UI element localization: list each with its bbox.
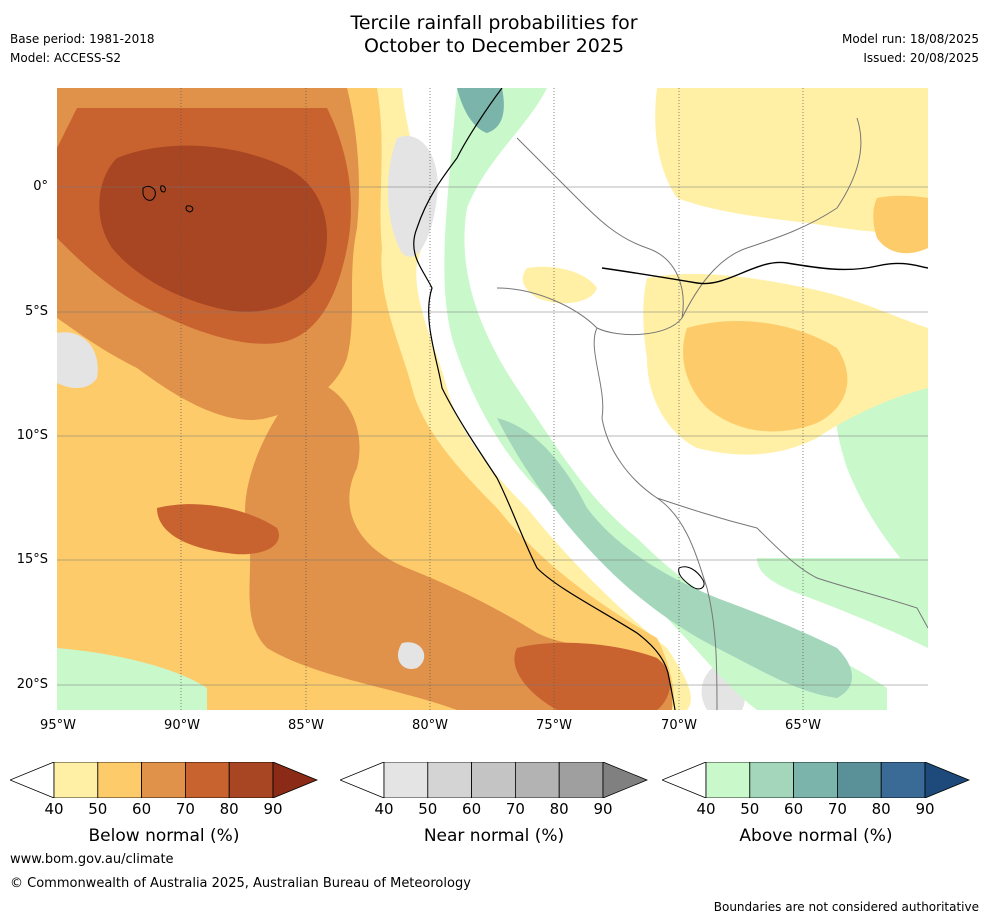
colorbar-above-swatch-1 — [749, 762, 795, 798]
colorbar-near-swatch-4 — [558, 762, 604, 798]
lat-label-0: 0° — [33, 179, 48, 194]
colorbar-above-white-end — [662, 762, 707, 798]
colorbar-above-tick-4: 80 — [871, 800, 891, 818]
colorbar-above-tick-3: 70 — [827, 800, 847, 818]
colorbar-above-swatch-4 — [880, 762, 926, 798]
colorbar-near-swatch-0 — [383, 762, 429, 798]
title-line-2: October to December 2025 — [363, 35, 625, 57]
colorbar-near-tick-1: 50 — [418, 800, 438, 818]
colorbar-above-tick-2: 60 — [784, 800, 804, 818]
colorbar-near-swatch-3 — [514, 762, 560, 798]
colorbar-below-white-end — [10, 762, 55, 798]
below-normal-east — [522, 88, 928, 455]
colorbar-near-swatch-1 — [427, 762, 473, 798]
colorbar-near-tick-3: 70 — [505, 800, 525, 818]
colorbar-above-tick-5: 90 — [915, 800, 935, 818]
lon-label-80w: 80°W — [412, 718, 448, 733]
colorbar-near-normal — [340, 762, 648, 798]
lon-label-85w: 85°W — [288, 718, 324, 733]
colorbar-near-tick-4: 80 — [549, 800, 569, 818]
colorbar-above-swatch-3 — [836, 762, 882, 798]
lat-label-10s: 10°S — [16, 428, 48, 443]
model-name: Model: ACCESS-S2 — [10, 51, 122, 65]
colorbar-below-swatch-4 — [228, 762, 274, 798]
title-line-1: Tercile rainfall probabilities for — [350, 12, 638, 34]
colorbar-near-tick-0: 40 — [374, 800, 394, 818]
colorbar-above-normal — [662, 762, 970, 798]
legend-title-above: Above normal (%) — [739, 826, 893, 846]
colorbar-below-normal — [10, 762, 318, 798]
footer-note: Boundaries are not considered authoritat… — [713, 900, 979, 914]
footer-copyright: © Commonwealth of Australia 2025, Austra… — [10, 876, 471, 891]
colorbar-below-swatch-1 — [97, 762, 143, 798]
colorbar-below-tick-3: 70 — [175, 800, 195, 818]
lat-label-20s: 20°S — [16, 677, 48, 692]
colorbar-below-tick-1: 50 — [88, 800, 108, 818]
above-normal-region — [57, 88, 928, 710]
lon-label-70w: 70°W — [661, 718, 697, 733]
lake-titicaca — [678, 566, 705, 590]
colorbar-near-white-end — [340, 762, 385, 798]
map-title: Tercile rainfall probabilities for Octob… — [0, 12, 988, 58]
colorbar-near-tick-2: 60 — [462, 800, 482, 818]
lon-label-95w: 95°W — [40, 718, 76, 733]
colorbar-below-tick-0: 40 — [44, 800, 64, 818]
colorbar-above-tick-1: 50 — [740, 800, 760, 818]
lon-label-75w: 75°W — [536, 718, 572, 733]
colorbar-near-swatches — [383, 762, 604, 798]
colorbar-below-swatch-3 — [184, 762, 230, 798]
amazon-river — [601, 261, 928, 285]
colorbar-above-swatch-2 — [793, 762, 838, 798]
model-run: Model run: 18/08/2025 — [841, 32, 979, 46]
lat-label-5s: 5°S — [24, 304, 48, 319]
colorbar-below-ticks: 40 50 60 70 80 90 — [10, 800, 318, 820]
lon-label-90w: 90°W — [164, 718, 200, 733]
colorbar-above-swatches — [705, 762, 926, 798]
lat-label-15s: 15°S — [16, 552, 48, 567]
colorbar-below-swatch-2 — [141, 762, 186, 798]
colorbar-below-swatches — [53, 762, 274, 798]
issued-date: Issued: 20/08/2025 — [863, 51, 979, 65]
colorbar-above-tick-0: 40 — [696, 800, 716, 818]
colorbar-near-arrow — [602, 762, 648, 798]
lon-label-65w: 65°W — [785, 718, 821, 733]
colorbar-below-arrow — [272, 762, 318, 798]
coastline — [413, 88, 676, 710]
colorbar-below-tick-4: 80 — [219, 800, 239, 818]
colorbar-above-ticks: 40 50 60 70 80 90 — [662, 800, 970, 820]
legend-title-near: Near normal (%) — [423, 826, 565, 846]
colorbar-below-tick-2: 60 — [132, 800, 152, 818]
colorbar-near-tick-5: 90 — [593, 800, 613, 818]
latitude-lines — [57, 186, 928, 686]
legend-title-below: Below normal (%) — [88, 826, 240, 846]
rainfall-map — [57, 88, 928, 710]
colorbar-below-tick-5: 90 — [263, 800, 283, 818]
colorbar-below-swatch-0 — [53, 762, 99, 798]
base-period: Base period: 1981-2018 — [10, 32, 155, 46]
colorbar-near-ticks: 40 50 60 70 80 90 — [340, 800, 648, 820]
galapagos-islands — [142, 185, 194, 213]
footer-url[interactable]: www.bom.gov.au/climate — [10, 852, 174, 867]
colorbar-near-swatch-2 — [471, 762, 516, 798]
colorbar-above-arrow — [924, 762, 970, 798]
colorbar-above-swatch-0 — [705, 762, 751, 798]
country-borders — [496, 117, 928, 710]
